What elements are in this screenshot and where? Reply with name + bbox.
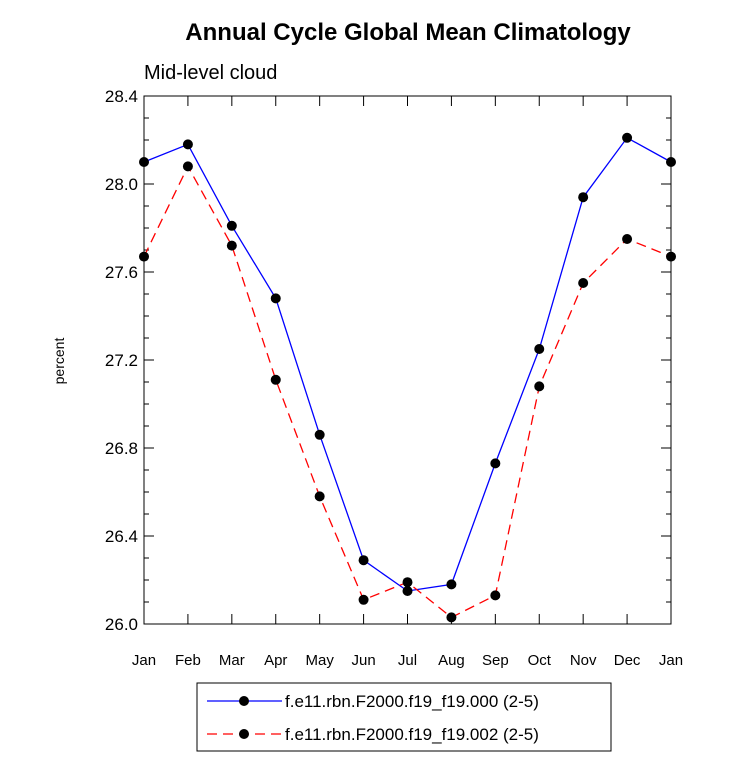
- x-tick-label: Jun: [351, 652, 375, 669]
- series-2: [139, 161, 676, 623]
- x-tick-label: Mar: [219, 652, 245, 669]
- x-tick-label: Jan: [659, 652, 683, 669]
- data-point: [622, 234, 633, 244]
- data-point: [226, 240, 237, 251]
- x-tick-label: Oct: [528, 652, 552, 669]
- x-tick-label: Nov: [570, 652, 597, 669]
- data-point: [446, 612, 457, 623]
- data-point: [314, 491, 325, 502]
- data-point: [358, 555, 369, 566]
- data-point: [490, 590, 501, 601]
- x-tick-label: Sep: [482, 652, 509, 669]
- series-line: [143, 164, 672, 619]
- legend: f.e11.rbn.F2000.f19_f19.000 (2-5) f.e11.…: [196, 682, 612, 752]
- axis-ticks: [143, 95, 672, 625]
- x-tick-label: Jan: [132, 652, 156, 669]
- y-tick-label: 26.8: [105, 439, 138, 458]
- y-tick-labels: 26.0 26.4 26.8 27.2 27.6 28.0 28.4: [105, 87, 138, 634]
- y-tick-label: 26.4: [105, 527, 138, 546]
- data-point: [139, 251, 149, 262]
- x-tick-label: Feb: [175, 652, 201, 669]
- data-point: [270, 293, 281, 304]
- x-tick-labels: Jan Feb Mar Apr May Jun Jul Aug Sep Oct Nov Dec Jan: [132, 652, 683, 669]
- y-tick-label: 27.6: [105, 263, 138, 282]
- data-point: [622, 132, 633, 143]
- data-point: [139, 157, 149, 167]
- y-tick-label: 27.2: [105, 351, 138, 370]
- data-point: [578, 192, 589, 203]
- y-tick-label: 26.0: [105, 615, 138, 634]
- data-point: [578, 278, 589, 288]
- data-point: [358, 594, 369, 605]
- x-tick-label: Jul: [398, 652, 417, 669]
- x-tick-label: Aug: [438, 652, 465, 669]
- series-1: [139, 132, 676, 596]
- data-point: [534, 381, 545, 392]
- series-layer: [139, 132, 676, 623]
- y-tick-label: 28.0: [105, 175, 138, 194]
- chart-title: Annual Cycle Global Mean Climatology: [185, 19, 631, 46]
- data-point: [402, 577, 413, 588]
- data-point: [314, 429, 325, 440]
- data-point: [182, 161, 193, 172]
- data-point: [666, 251, 676, 262]
- data-point: [446, 579, 457, 590]
- data-point: [534, 344, 545, 354]
- series-line: [143, 136, 672, 592]
- data-point: [226, 220, 237, 231]
- legend-box: [196, 682, 612, 752]
- data-point: [402, 586, 413, 596]
- legend-marker-series-1: [239, 696, 249, 706]
- legend-label-series-2: f.e11.rbn.F2000.f19_f19.002 (2-5): [285, 725, 539, 744]
- data-point: [270, 374, 281, 385]
- legend-marker-series-2: [239, 729, 249, 739]
- x-tick-label: Dec: [614, 652, 641, 669]
- x-tick-label: Apr: [264, 652, 287, 669]
- data-point: [666, 157, 676, 167]
- data-point: [490, 458, 501, 469]
- data-point: [182, 139, 193, 150]
- y-tick-label: 28.4: [105, 87, 138, 106]
- y-axis-label: percent: [51, 338, 67, 385]
- legend-label-series-1: f.e11.rbn.F2000.f19_f19.000 (2-5): [285, 692, 539, 711]
- x-tick-label: May: [305, 652, 334, 669]
- chart-subtitle: Mid-level cloud: [144, 62, 277, 84]
- plot-frame: [143, 95, 672, 625]
